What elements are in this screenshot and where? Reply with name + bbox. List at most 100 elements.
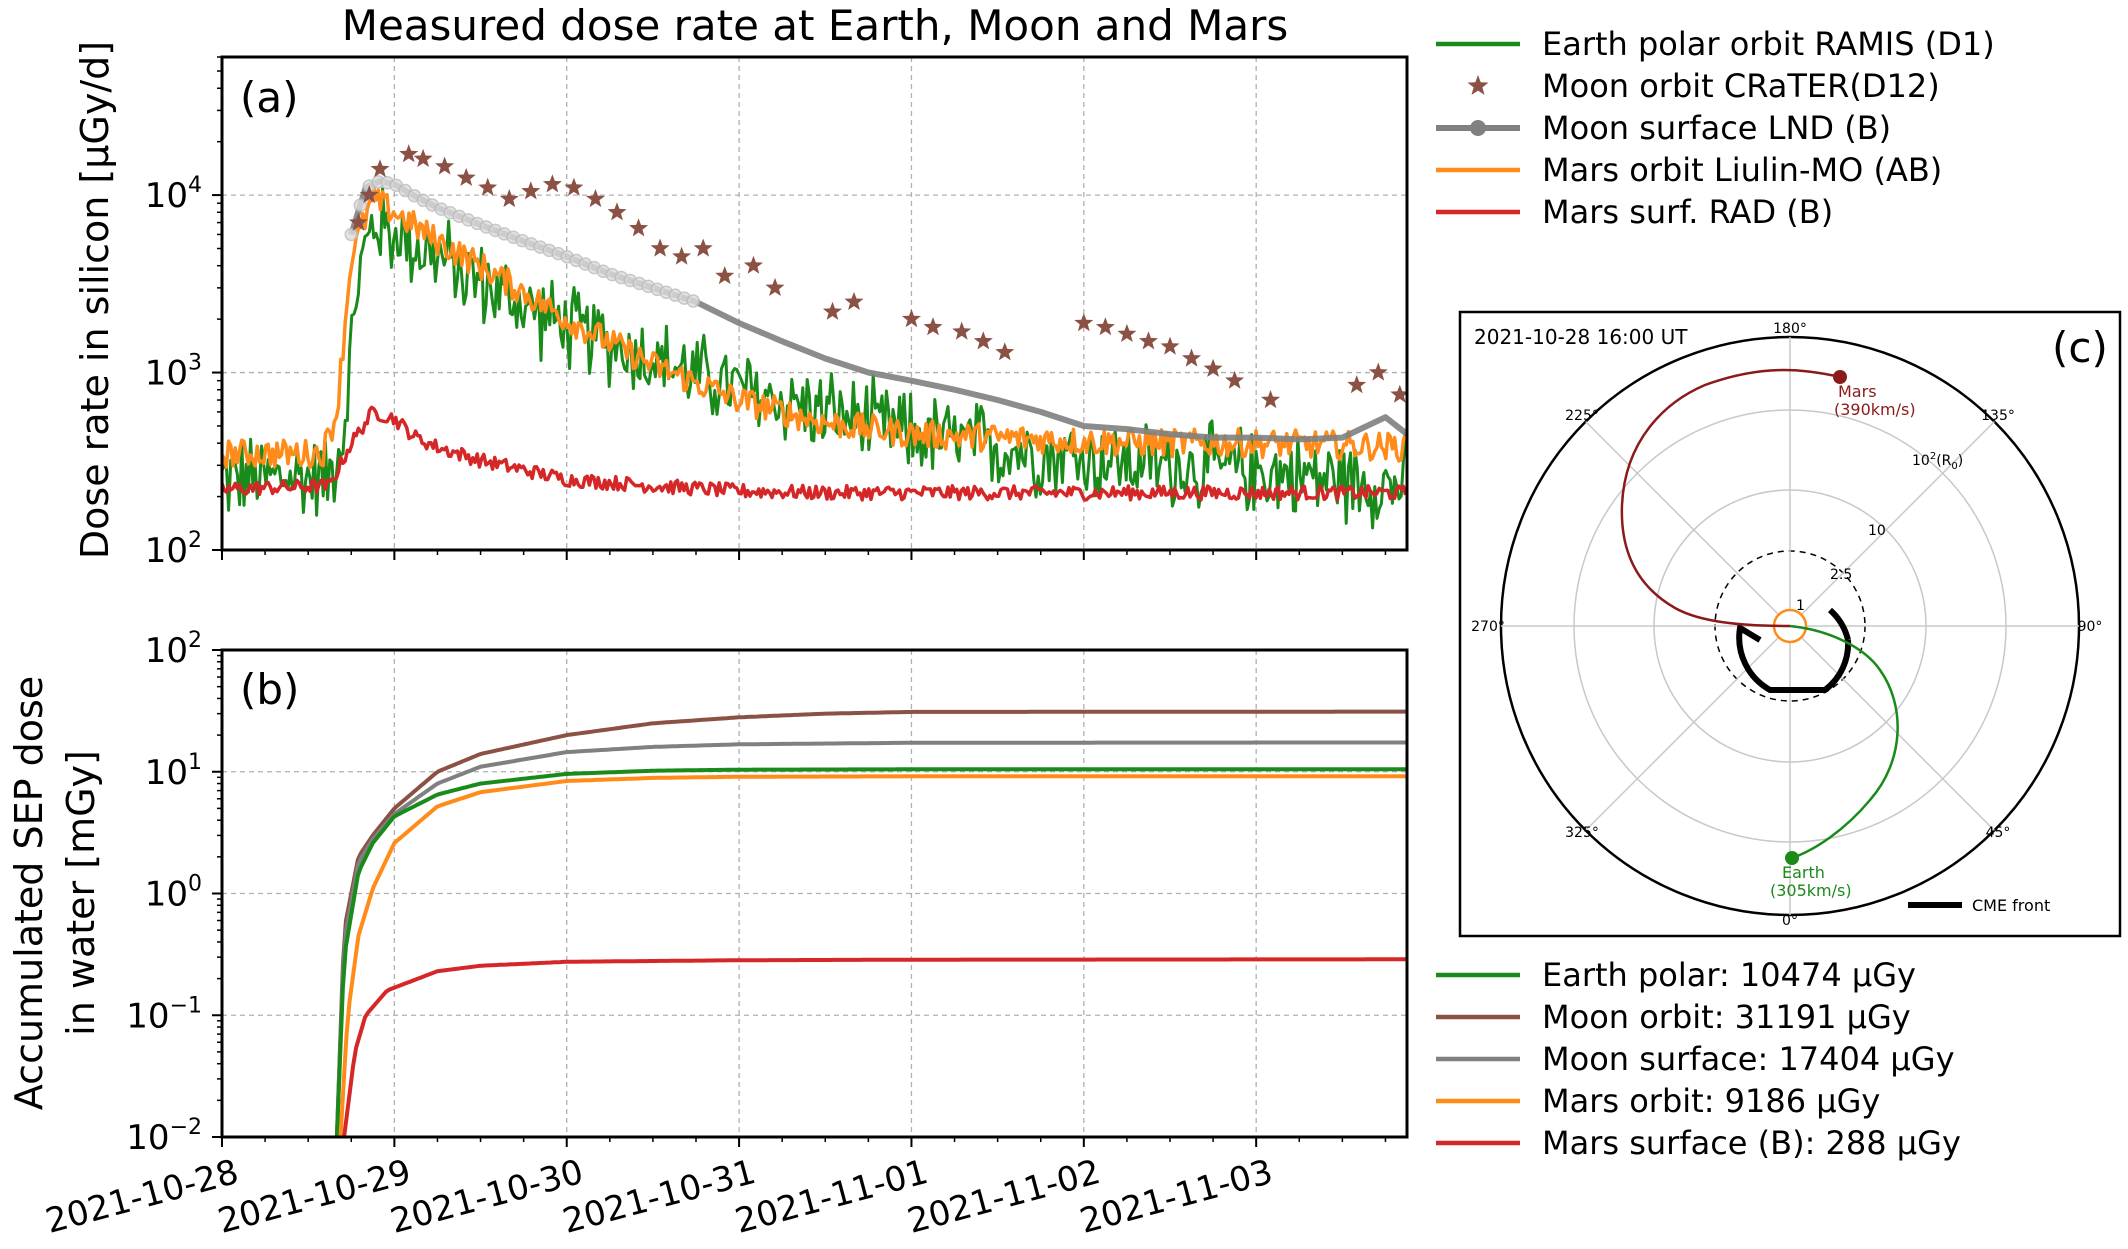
y-tick-label-base: 10 [126,996,169,1036]
point-moon_orbit [1095,317,1115,336]
point-moon_orbit [715,266,735,285]
y-tick-label: 104 [145,173,202,216]
panel-letter-c: (c) [2052,323,2108,372]
point-moon_orbit [973,331,993,350]
point-moon_orbit [1261,390,1281,409]
polar-spoke [1789,421,1995,627]
point-moon_orbit [672,246,692,265]
series-mars_orbit [338,774,1407,1137]
legend-label-earth: Earth polar: 10474 μGy [1542,956,1916,994]
point-moon_orbit [1117,323,1137,342]
series-earth [334,767,1407,1137]
point-moon_orbit [585,189,605,208]
legend-b: Earth polar: 10474 μGy Moon orbit: 31191 … [1436,956,1961,1162]
y-tick-label-base: 10 [126,1118,169,1158]
point-moon_orbit [435,156,455,175]
polar-spoke [1585,421,1791,627]
y-tick-label-exp: 2 [188,528,202,553]
legend-label-moon_orbit: Moon orbit CRaTER(D12) [1542,67,1940,105]
panel-c: 2021-10-28 16:00 UT (c) Mars (390km/s) E… [1458,310,2122,938]
legend-label-moon_surface: Moon surface: 17404 μGy [1542,1040,1955,1078]
point-moon_orbit [1225,370,1245,389]
point-moon_orbit [743,255,763,274]
radius-100-exp: 2 [1930,451,1936,462]
mars-label: Mars [1838,382,1877,401]
grid-b [212,649,1407,1147]
point-moon_orbit [1138,331,1158,350]
point-moon_orbit [348,212,368,231]
point-moon_surface [686,294,701,308]
angle-label-0: 0° [1782,913,1798,929]
point-moon_surface [344,227,359,242]
legend-marker-moon_surface [1470,120,1486,136]
x-tick-label: 2021-10-28 [42,1152,243,1242]
point-moon_orbit [499,189,519,208]
point-moon_surface [353,198,368,212]
point-moon_orbit [607,202,627,221]
series-moon_orbit [334,709,1407,1137]
point-moon_orbit [456,167,476,186]
polar-spoke [1789,625,1995,831]
y-tick-label-exp: 0 [188,872,202,897]
y-tick-label: 101 [145,750,202,793]
earth-label: Earth [1782,863,1825,882]
point-moon_orbit [359,185,379,204]
series-mars_orbit [222,185,1407,470]
y-tick-label: 103 [145,351,202,394]
series-mars_surface [342,957,1407,1137]
y-tick-label: 102 [145,628,202,671]
y-tick-label: 10−1 [126,993,202,1036]
legend-swatch-moon_orbit [1467,75,1489,95]
point-moon_orbit [901,309,921,328]
radius-label-1: 1 [1796,598,1805,614]
series-earth [222,187,1407,530]
angle-label-90: 90° [2078,619,2103,635]
point-moon_orbit [370,159,390,178]
panel-letter-a: (a) [240,73,299,122]
cme-front-right [1827,607,1851,641]
legend-label-mars_orbit: Mars orbit: 9186 μGy [1542,1082,1880,1120]
x-tick-labels: 2021-10-282021-10-292021-10-302021-10-31… [42,1152,1277,1242]
series-a [222,144,1407,530]
y-tick-label-exp: 3 [188,351,202,376]
legend-label-moon_surface: Moon surface LND (B) [1542,109,1891,147]
y-tick-label-exp: −1 [170,993,202,1018]
point-moon_orbit [650,238,670,257]
radius-100-base: 10 [1912,453,1930,469]
point-moon_orbit [693,238,713,257]
earth-spiral [1789,624,1899,860]
point-moon_orbit [521,181,541,200]
x-tick-label: 2021-10-29 [214,1152,415,1242]
radius-100-unit-sub: 0 [1951,461,1957,472]
y-axis-title-b-line1: Accumulated SEP dose [7,676,51,1110]
point-moon_orbit [1347,375,1367,394]
angle-label-225: 225° [1565,408,1599,424]
point-moon_orbit [923,317,943,336]
point-moon_orbit [564,177,584,196]
x-tick-label: 2021-11-03 [1076,1152,1277,1242]
point-moon_orbit [765,277,785,296]
point-moon_orbit [629,218,649,237]
y-axis-title-a-text: Dose rate in silicon [μGy/d] [73,41,117,559]
cme-legend-label: CME front [1972,896,2050,915]
point-moon_orbit [1182,348,1202,367]
mars-speed: (390km/s) [1834,400,1916,419]
y-tick-label-base: 10 [145,631,188,671]
panel-letter-b: (b) [240,665,299,714]
point-moon_orbit [952,321,972,340]
y-tick-label: 10−2 [126,1115,202,1158]
point-moon_orbit [1368,362,1388,381]
plot-frame-b [220,648,1409,1139]
point-moon_orbit [399,144,419,163]
angle-label-325: 325° [1565,825,1599,841]
earth-marker [1785,851,1799,865]
y-tick-label-base: 10 [145,354,188,394]
series-mars_surface [222,405,1407,502]
y-tick-label: 100 [145,872,202,915]
x-tick-label: 2021-11-01 [731,1152,932,1242]
legend-a: Earth polar orbit RAMIS (D1) Moon orbit C… [1436,25,1995,231]
y-axis-title-a: Dose rate in silicon [μGy/d] [73,41,117,559]
